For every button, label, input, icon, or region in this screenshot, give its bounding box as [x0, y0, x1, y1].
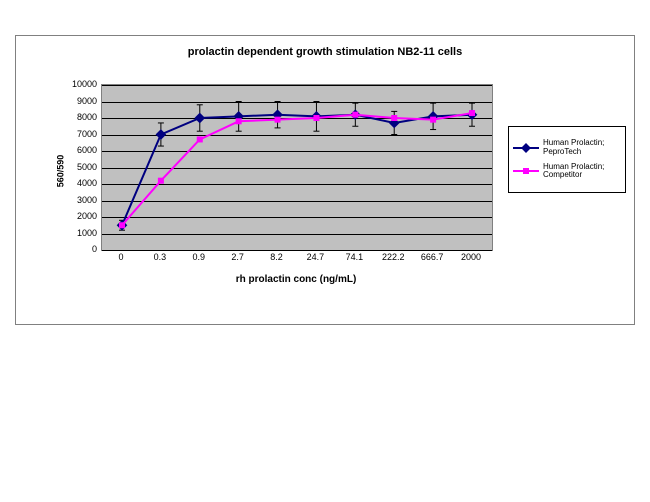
series-marker [470, 111, 475, 116]
series-marker [158, 178, 163, 183]
x-tick-label: 2000 [461, 252, 481, 262]
y-tick-label: 2000 [77, 211, 97, 221]
x-tick-label: 0.9 [193, 252, 206, 262]
x-tick-label: 74.1 [346, 252, 364, 262]
series-marker [197, 137, 202, 142]
legend-item: Human Prolactin; Competitor [513, 163, 621, 181]
x-tick-label: 0 [118, 252, 123, 262]
chart-title: prolactin dependent growth stimulation N… [16, 46, 634, 58]
legend: Human Prolactin; PeproTech Human Prolacti… [508, 126, 626, 193]
y-tick-label: 10000 [72, 79, 97, 89]
legend-swatch [513, 166, 539, 176]
legend-item: Human Prolactin; PeproTech [513, 139, 621, 157]
y-tick-label: 9000 [77, 96, 97, 106]
y-axis-labels: 0100020003000400050006000700080009000100… [61, 84, 97, 249]
series-marker [353, 112, 358, 117]
x-tick-label: 222.2 [382, 252, 405, 262]
series-marker [156, 130, 165, 139]
series-marker [236, 119, 241, 124]
x-tick-label: 666.7 [421, 252, 444, 262]
y-tick-label: 3000 [77, 195, 97, 205]
legend-label: Human Prolactin; PeproTech [543, 139, 621, 157]
series-marker [275, 117, 280, 122]
series-marker [431, 117, 436, 122]
y-tick-label: 1000 [77, 228, 97, 238]
series-marker [314, 116, 319, 121]
y-tick-label: 7000 [77, 129, 97, 139]
series-line [122, 113, 472, 225]
gridline [102, 250, 492, 251]
chart-frame: prolactin dependent growth stimulation N… [15, 35, 635, 325]
y-tick-label: 8000 [77, 112, 97, 122]
y-tick-label: 0 [92, 244, 97, 254]
x-tick-label: 8.2 [270, 252, 283, 262]
x-tick-label: 0.3 [154, 252, 167, 262]
plot-area [101, 84, 493, 251]
y-tick-label: 5000 [77, 162, 97, 172]
data-layer [102, 85, 492, 250]
legend-label: Human Prolactin; Competitor [543, 163, 621, 181]
series-marker [195, 113, 204, 122]
x-axis-title: rh prolactin conc (ng/mL) [101, 274, 491, 285]
y-tick-label: 6000 [77, 145, 97, 155]
x-tick-label: 2.7 [231, 252, 244, 262]
series-line [122, 115, 472, 226]
y-tick-label: 4000 [77, 178, 97, 188]
y-axis-title: 560/590 [55, 155, 65, 188]
x-tick-label: 24.7 [307, 252, 325, 262]
series-marker [120, 223, 125, 228]
legend-swatch [513, 143, 539, 153]
series-marker [392, 116, 397, 121]
